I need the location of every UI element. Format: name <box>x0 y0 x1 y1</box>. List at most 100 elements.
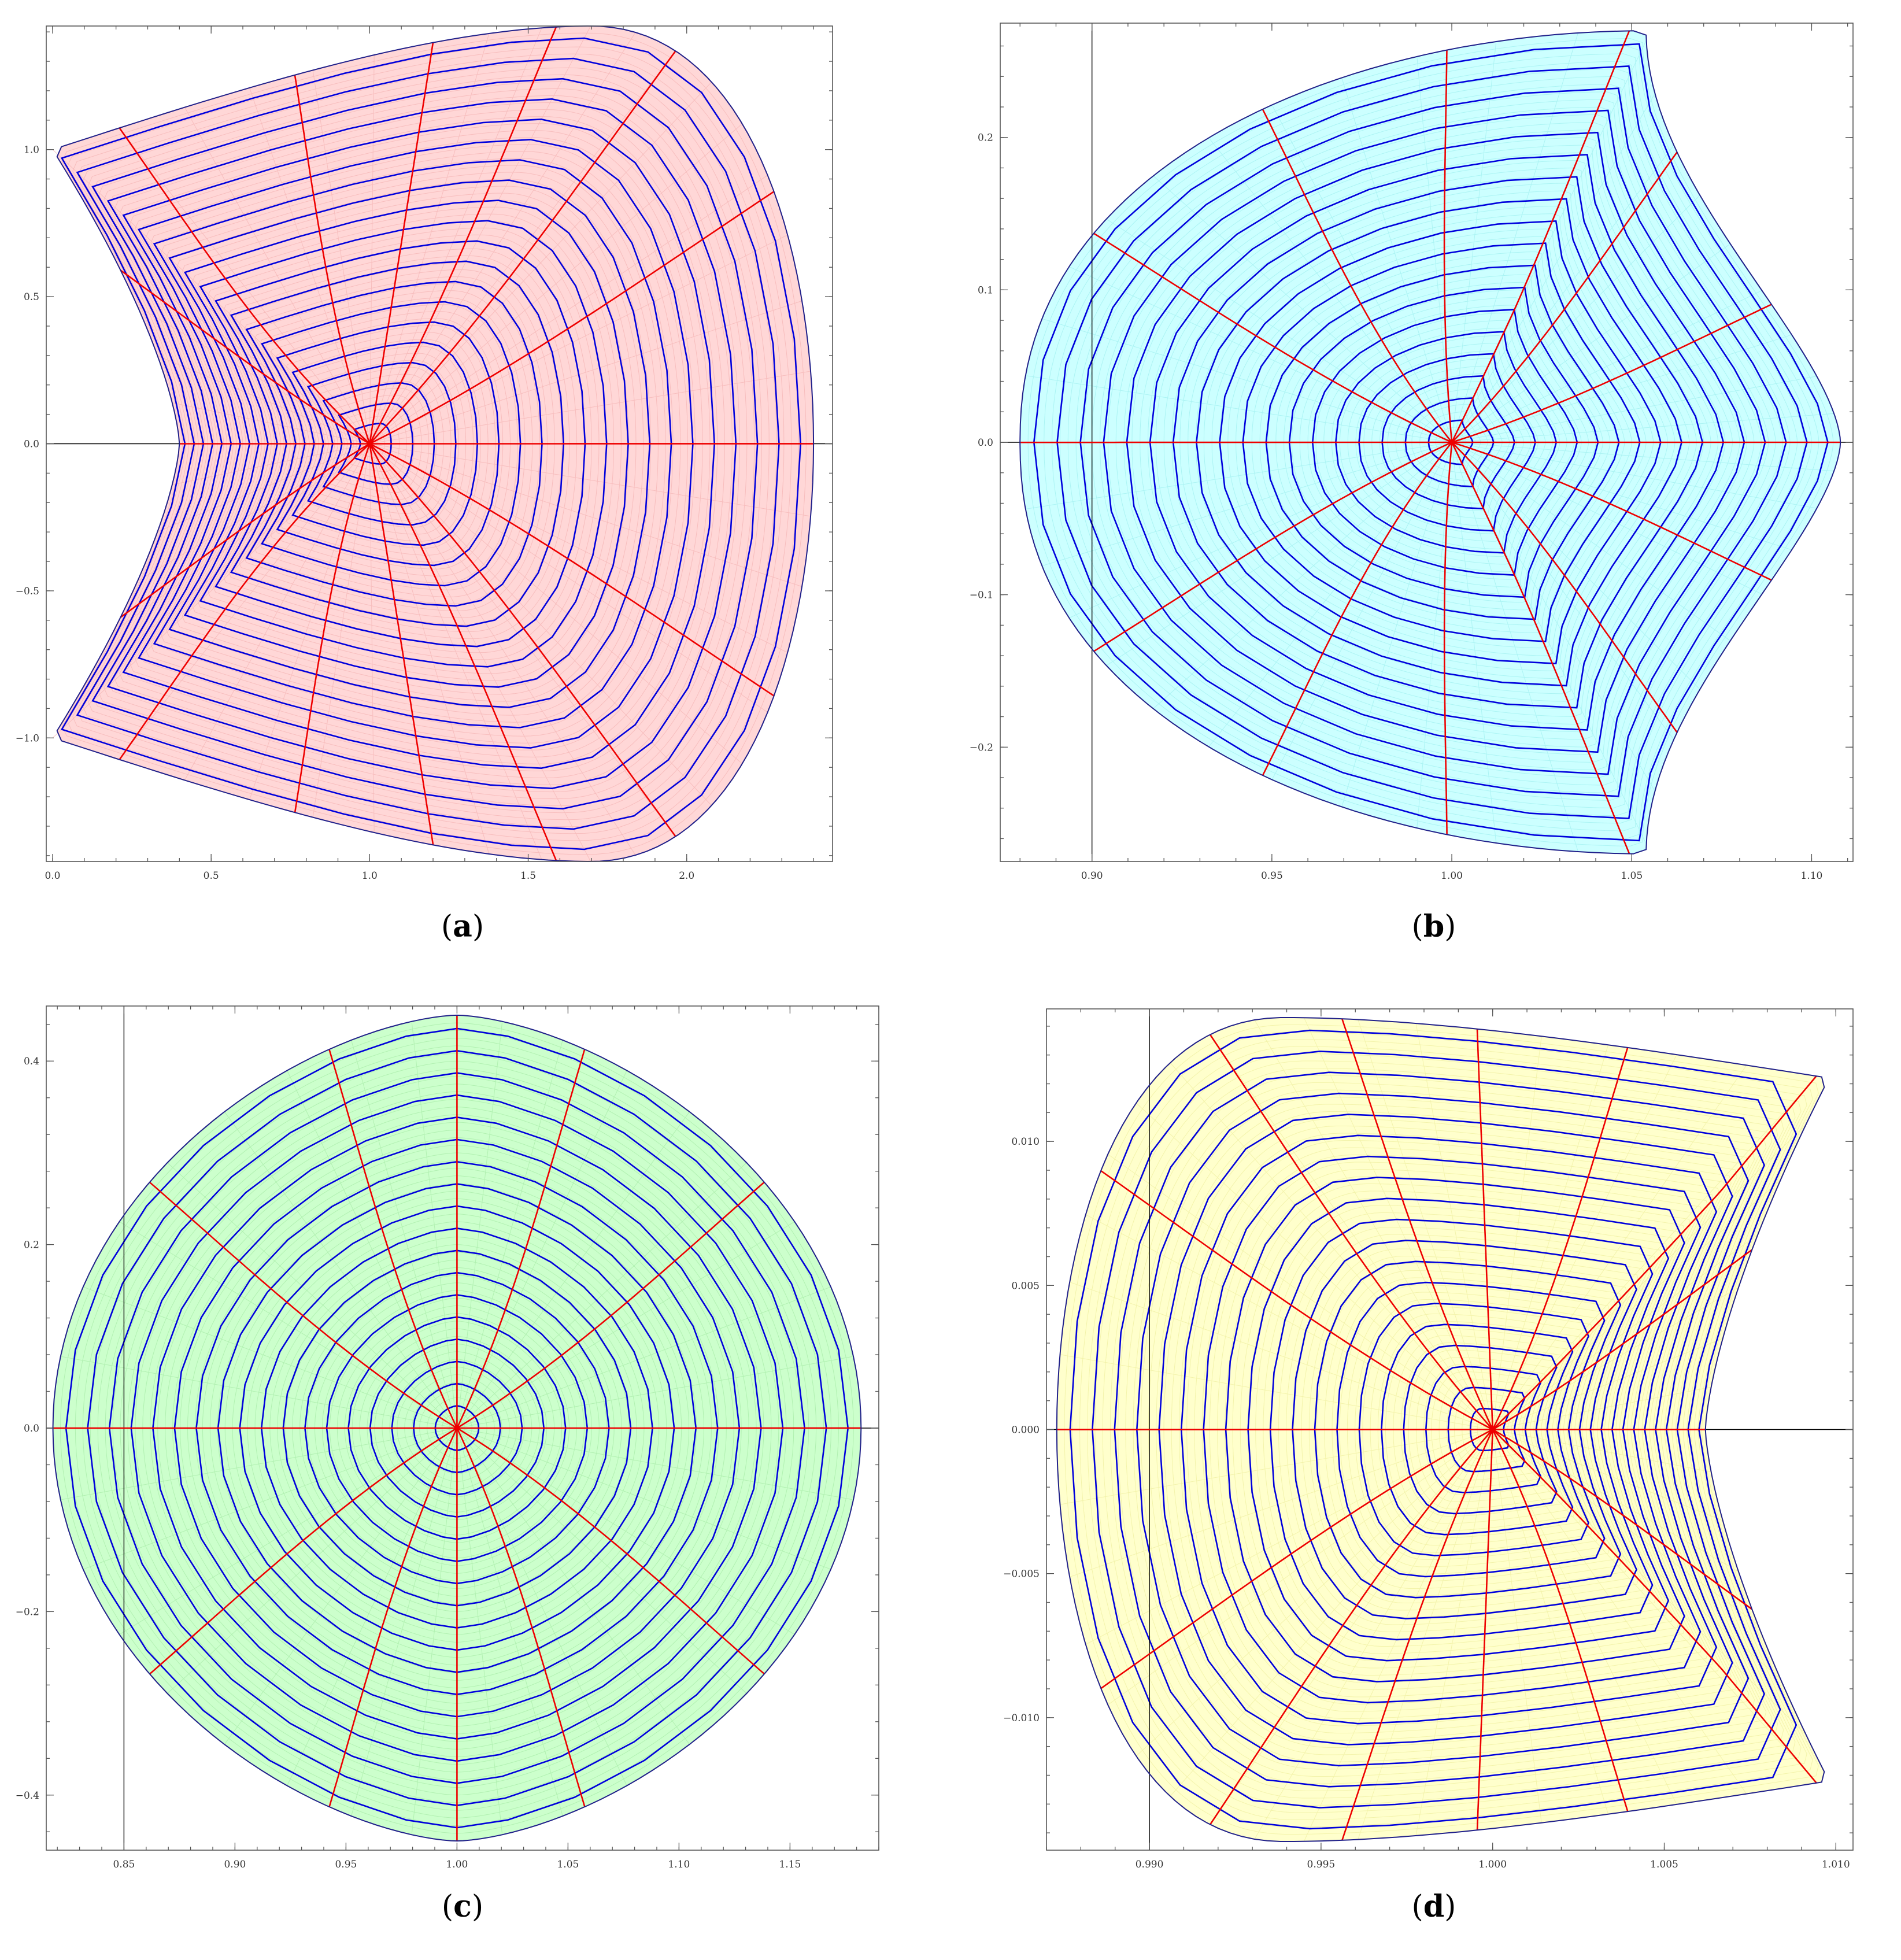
radial-curve <box>369 42 434 444</box>
fine-ray <box>1170 1062 1493 1430</box>
fine-ray <box>351 1040 457 1429</box>
x-tick-label: 1.10 <box>668 1859 690 1870</box>
x-tick-label: 1.05 <box>1621 870 1643 882</box>
y-tick-label: −0.4 <box>16 1790 39 1802</box>
radial-curve <box>1492 1249 1753 1430</box>
fine-ray <box>369 443 788 653</box>
radial-curve <box>369 443 775 697</box>
fine-ray <box>1452 376 1817 443</box>
fine-ray <box>457 1356 854 1429</box>
fine-ray <box>52 443 370 738</box>
y-tick-label: 1.0 <box>24 145 39 156</box>
radial-curve <box>1451 30 1630 443</box>
x-tick-label: 1.05 <box>557 1859 579 1870</box>
fine-ray <box>369 443 375 833</box>
fine-ray <box>167 1162 457 1429</box>
x-tick-label: 1.010 <box>1822 1859 1850 1870</box>
fine-ray <box>411 1428 457 1835</box>
fine-ray <box>456 1428 503 1835</box>
fine-ray <box>1416 442 1452 829</box>
fine-ray <box>1042 442 1452 567</box>
caption-close-paren: ) <box>1444 1889 1456 1924</box>
y-tick-label: 0.0 <box>978 437 993 449</box>
fine-ray <box>1415 1429 1493 1836</box>
fine-ray <box>1069 1282 1493 1430</box>
fine-ray <box>369 234 788 444</box>
caption-letter: c <box>453 1889 472 1924</box>
fine-ray <box>1492 1429 1677 1805</box>
fine-ray <box>1492 1045 1608 1430</box>
ticks-c <box>46 1006 879 1850</box>
fine-ray <box>137 306 370 444</box>
tick-labels-c: 0.85 0.90 0.95 1.00 1.05 1.10 1.15 −0.4 −0.2 0.0 0… <box>16 1056 801 1870</box>
y-tick-label: −0.1 <box>970 590 993 601</box>
fine-ray <box>1492 1429 1542 1823</box>
x-tick-label: 0.90 <box>224 1859 246 1870</box>
radial-curve <box>1262 442 1453 776</box>
ticks-d <box>1046 1009 1853 1850</box>
fine-ray <box>60 1428 457 1500</box>
y-tick-label: 0.5 <box>24 291 39 303</box>
fine-ray <box>83 1428 457 1570</box>
fine-ray <box>1492 1429 1723 1521</box>
fine-ray <box>1451 442 1655 792</box>
panel-caption-d: (d) <box>1412 1889 1456 1924</box>
caption-letter: d <box>1423 1889 1444 1924</box>
panel-c: 0.85 0.90 0.95 1.00 1.05 1.10 1.15 −0.4 −0.2 0.0 0… <box>16 1005 879 1924</box>
fine-ray <box>119 1428 457 1635</box>
x-tick-label: 0.5 <box>204 870 219 882</box>
tick-labels-b: 0.90 0.95 1.00 1.05 1.10 −0.2 −0.1 0.0 0.1 0.2 <box>970 132 1823 882</box>
fine-ray <box>287 1070 457 1429</box>
fine-ray <box>369 443 591 862</box>
fine-ray <box>1492 1036 1542 1430</box>
fine-ray <box>1451 442 1497 844</box>
fine-ray <box>369 25 591 444</box>
region-outline-b <box>1019 30 1841 855</box>
fine-ray <box>1492 1429 1747 1794</box>
fine-ray <box>1451 442 1762 595</box>
region-outline-d <box>1056 1017 1825 1842</box>
fine-ray <box>1208 137 1452 443</box>
fine-ray <box>1492 1065 1747 1430</box>
fine-ray <box>1153 442 1452 709</box>
panel-b: 0.90 0.95 1.00 1.05 1.10 −0.2 −0.1 0.0 0.1 0.2 (b) <box>970 23 1854 944</box>
radial-curve <box>1476 1429 1493 1830</box>
fine-ray <box>1451 442 1578 852</box>
fine-ray <box>457 1162 747 1429</box>
fine-ray <box>1358 1429 1493 1840</box>
radial-curve <box>120 443 371 618</box>
fine-ray <box>1254 1429 1493 1840</box>
x-tick-label: 0.95 <box>1261 870 1283 882</box>
fine-ray <box>369 443 636 856</box>
fine-ray <box>1341 77 1452 443</box>
radial-curve <box>1451 442 1678 733</box>
caption-letter: a <box>453 909 472 944</box>
fine-ray <box>1451 243 1730 443</box>
radial-curve <box>119 127 371 445</box>
fine-ray <box>1492 1054 1677 1430</box>
fine-ray <box>1451 145 1674 443</box>
fine-ray <box>456 1428 627 1786</box>
fine-ray <box>1208 442 1452 748</box>
fine-ray <box>369 123 743 444</box>
fine-ray <box>456 1040 563 1429</box>
tick-labels-d: 0.990 0.995 1.000 1.005 1.010 −0.010 −0.005 0.0… <box>1003 1136 1850 1870</box>
caption-open-paren: ( <box>1412 1889 1423 1924</box>
fine-ray <box>1254 1019 1493 1430</box>
fine-ray <box>456 1070 627 1429</box>
y-tick-label: −1.0 <box>16 733 39 744</box>
radial-curve <box>120 269 371 445</box>
fine-ray <box>119 1221 457 1429</box>
radial-curve <box>1341 1018 1493 1430</box>
x-tick-label: 1.15 <box>779 1859 801 1870</box>
radial-curve <box>1100 1170 1493 1430</box>
fine-ray <box>1136 1429 1493 1756</box>
panel-caption-b: (b) <box>1412 909 1456 944</box>
radial-curve <box>328 1428 458 1807</box>
radial-curves-b <box>1020 30 1841 855</box>
fine-ray <box>1451 93 1655 443</box>
fine-ray <box>1451 195 1700 443</box>
fine-ray <box>369 443 811 517</box>
x-tick-label: 1.00 <box>1441 870 1463 882</box>
fine-ray <box>184 107 370 444</box>
